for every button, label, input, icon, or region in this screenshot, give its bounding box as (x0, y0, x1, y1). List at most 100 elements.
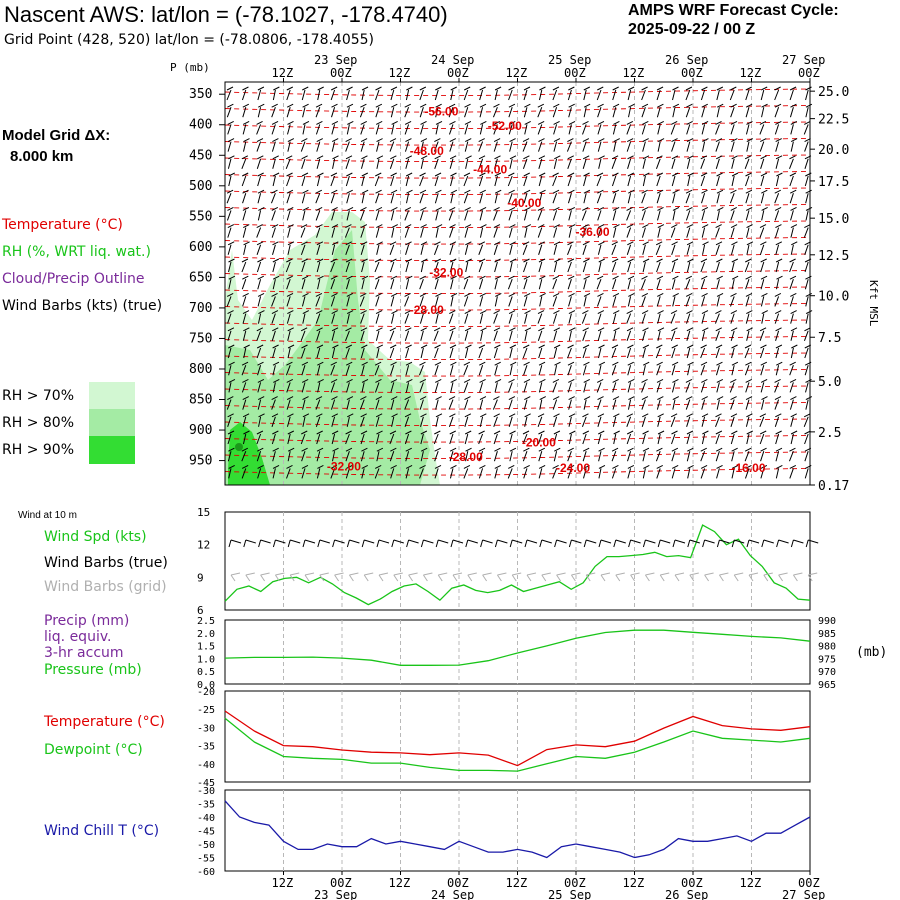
wind-barb (655, 155, 663, 169)
wind-barb (316, 241, 324, 255)
wind-barb (671, 172, 679, 187)
wind-barb (701, 292, 708, 307)
wind-barb (790, 206, 797, 221)
wind-barb (686, 310, 693, 324)
wind-barb (611, 258, 619, 273)
wind-barb (361, 378, 369, 393)
wind-barb (433, 241, 441, 255)
wind-barb (287, 120, 294, 135)
wind-barb (390, 103, 398, 118)
wind-barb (405, 378, 413, 393)
wind-barb (672, 396, 680, 410)
wind-barb (228, 172, 235, 187)
wind-barb (508, 396, 516, 410)
wind-barb (496, 572, 507, 582)
wind-barb (315, 292, 323, 307)
wind-barb (716, 539, 730, 548)
wind-barb (789, 172, 797, 187)
wind-barb (330, 258, 337, 273)
wind-barb (775, 327, 782, 341)
wind-barb (508, 189, 515, 204)
wind-barb (538, 86, 546, 101)
wind-barb (685, 378, 693, 393)
wind-barb (494, 275, 502, 290)
wind-barb (744, 258, 752, 273)
wind-barb (463, 361, 471, 376)
wind-barb (465, 539, 478, 548)
wind-barb (761, 206, 768, 221)
wind-barb (627, 86, 635, 101)
time-hour-label-bottom: 12Z (623, 876, 645, 890)
height-tick-label: 25.0 (818, 85, 849, 100)
wind-barb (582, 241, 590, 255)
legend-wind-barbs: Wind Barbs (kts) (true) (2, 298, 163, 314)
wind-barb (552, 275, 559, 290)
wind-barb (493, 120, 501, 135)
wind-barb (346, 396, 354, 410)
wind-barb (598, 258, 605, 273)
legend-wind-grid: Wind Barbs (grid) (44, 579, 167, 595)
wind-barb (641, 396, 649, 410)
wind-barb (331, 344, 339, 359)
wind-barb (449, 447, 457, 462)
wind-barb (346, 120, 354, 135)
wind-barb (345, 344, 353, 359)
wind-barb (552, 396, 560, 410)
wind-barb (790, 310, 797, 324)
wind-barb (302, 539, 316, 548)
wind-barb (404, 120, 412, 135)
wind-barb (494, 361, 501, 376)
wind-barb (434, 378, 442, 393)
pressure-tick-label-right: 980 (818, 642, 836, 653)
wind-barb (434, 258, 442, 273)
wind-barb (420, 327, 427, 341)
wind-barb (612, 396, 620, 410)
wind-chill-tick-label: -30 (197, 786, 215, 797)
wind-barb (567, 86, 575, 101)
wind-barb (467, 572, 477, 582)
temperature-contour-label: -24.00 (556, 461, 590, 475)
wind-barb (626, 310, 633, 324)
wind-barb (702, 539, 715, 548)
wind-barb (348, 572, 359, 582)
wind-barb (701, 327, 709, 341)
wind-barb (730, 138, 738, 152)
rh90-region (228, 422, 270, 485)
wind-barb (434, 447, 441, 462)
wind-barb (566, 138, 574, 152)
wind-barb (715, 361, 723, 376)
wind-barb (317, 378, 324, 393)
wind-barb (596, 86, 604, 101)
wind-barb (419, 206, 427, 221)
wind-barb (538, 275, 546, 290)
wind-barb (331, 206, 338, 221)
legend-wind-speed: Wind Spd (kts) (44, 529, 147, 545)
wind-barb (789, 189, 797, 204)
wind-barb (642, 155, 650, 169)
wind-barb (242, 224, 250, 238)
wind-speed-tick-label: 15 (197, 506, 210, 519)
wind-barb (404, 224, 412, 238)
wind-barb (286, 464, 293, 479)
wind-barb (655, 447, 663, 462)
isotherm-line (224, 270, 811, 278)
wind-barb (730, 103, 737, 118)
wind-barb (227, 413, 234, 427)
wind-barb (449, 344, 457, 359)
wind-barb (449, 258, 457, 273)
wind-barb (716, 464, 723, 479)
wind-barb (526, 572, 537, 582)
wind-barb (226, 206, 234, 221)
wind-barb (731, 539, 745, 548)
wind-barb (745, 120, 753, 135)
legend-dewpoint: Dewpoint (°C) (44, 742, 143, 758)
wind-barb (420, 430, 428, 445)
wind-barb (685, 206, 693, 221)
legend-cloud-outline: Cloud/Precip Outline (2, 271, 145, 287)
wind-barb (715, 155, 723, 169)
wind-barb (300, 327, 308, 341)
wind-barb (241, 86, 249, 101)
wind-barb (511, 572, 522, 582)
temperature-contour-label: -28.00 (410, 303, 444, 317)
wind-barb (391, 310, 398, 324)
